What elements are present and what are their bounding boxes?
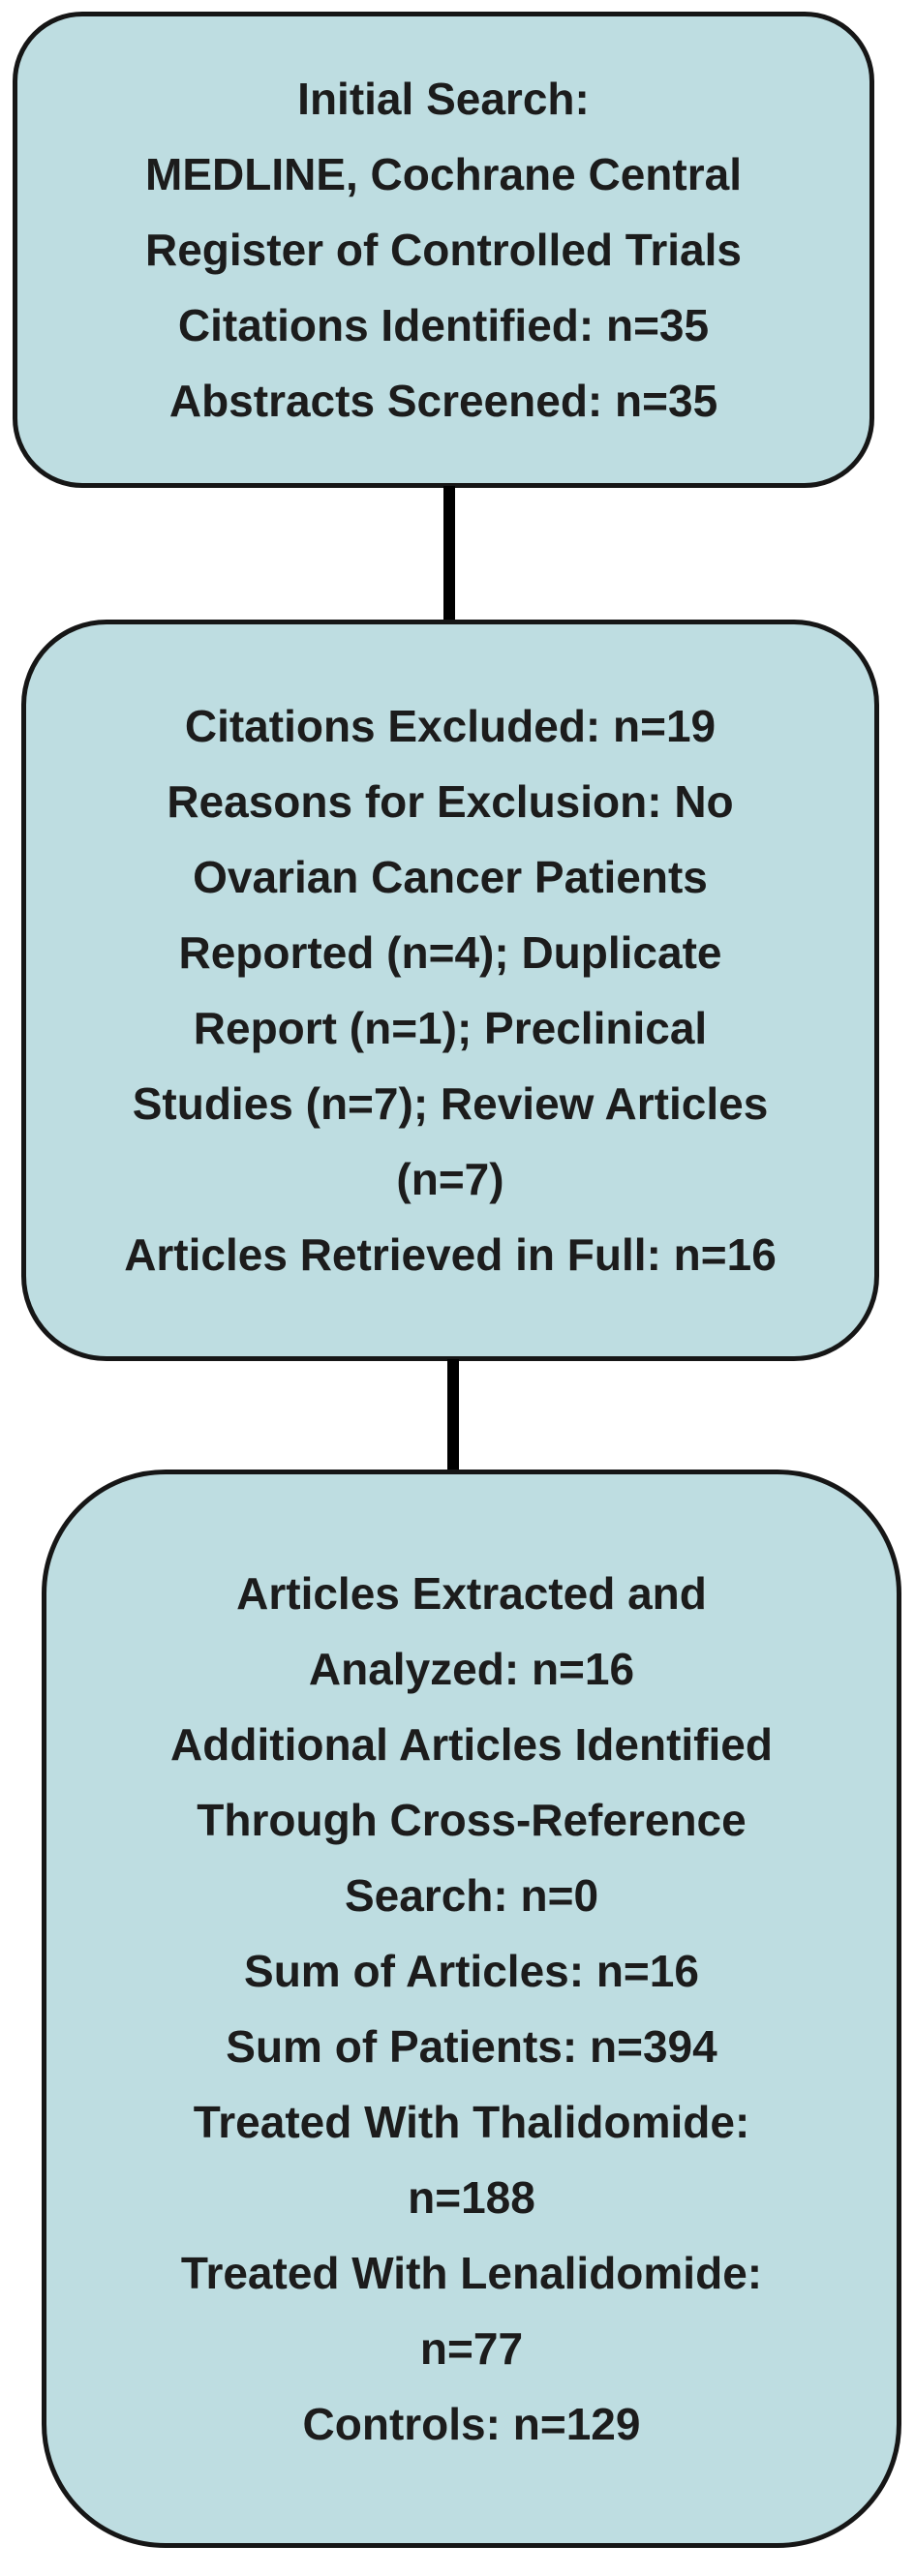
flow-box-line: (n=7) (396, 1154, 504, 1204)
connector-line-1 (443, 486, 455, 621)
flow-box-citations-excluded: Citations Excluded: n=19 Reasons for Exc… (21, 620, 879, 1361)
connector-line-2 (447, 1359, 459, 1471)
flow-box-line: Register of Controlled Trials (145, 225, 742, 275)
flow-box-articles-extracted: Articles Extracted and Analyzed: n=16 Ad… (42, 1470, 901, 2548)
flow-box-line: Report (n=1); Preclinical (193, 1003, 708, 1053)
flow-box-line: Treated With Lenalidomide: (180, 2248, 763, 2298)
flow-box-line: MEDLINE, Cochrane Central (145, 149, 742, 199)
flow-box-initial-search: Initial Search: MEDLINE, Cochrane Centra… (13, 12, 874, 488)
flow-box-line: n=77 (419, 2323, 524, 2374)
flow-box-line: Studies (n=7); Review Articles (132, 1078, 769, 1129)
flow-box-line: Citations Excluded: n=19 (184, 701, 717, 751)
flow-box-line: Articles Retrieved in Full: n=16 (124, 1229, 777, 1280)
flow-box-line: Sum of Patients: n=394 (226, 2021, 717, 2072)
flow-box-line: n=188 (408, 2172, 535, 2223)
flow-box-line: Initial Search: (297, 74, 590, 124)
flow-box-line: Treated With Thalidomide: (193, 2097, 750, 2147)
flow-box-line: Search: n=0 (344, 1870, 599, 1921)
flow-box-line: Reported (n=4); Duplicate (178, 927, 722, 978)
flow-box-line: Citations Identified: n=35 (177, 300, 710, 350)
flow-box-line: Additional Articles Identified (170, 1719, 773, 1770)
flow-box-line: Sum of Articles: n=16 (244, 1946, 699, 1996)
flow-box-line: Controls: n=129 (302, 2399, 641, 2449)
flow-box-line: Analyzed: n=16 (308, 1644, 635, 1694)
flow-box-line: Reasons for Exclusion: No (167, 776, 734, 827)
flow-box-line: Articles Extracted and (236, 1568, 707, 1619)
flow-box-line: Abstracts Screened: n=35 (168, 376, 718, 426)
flow-box-line: Through Cross-Reference (197, 1795, 747, 1845)
flow-box-line: Ovarian Cancer Patients (193, 852, 708, 902)
